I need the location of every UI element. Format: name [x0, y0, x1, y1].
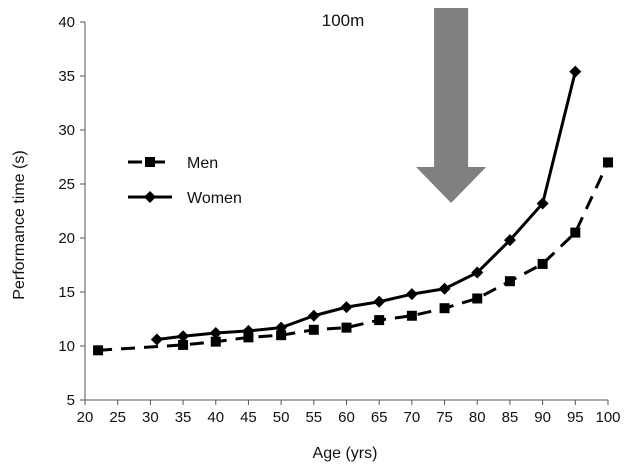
x-tick-label: 80: [469, 409, 486, 426]
data-point-men: [406, 310, 417, 321]
legend-label-women: Women: [187, 190, 242, 207]
x-tick-label: 75: [436, 409, 453, 426]
data-point-men: [243, 332, 254, 343]
plot-area: 5 10 15 20 25 30 35 40 20 25 30 35 40 45 50 55 60 65 70 75…: [58, 8, 621, 426]
data-point-men: [276, 330, 287, 341]
x-tick-label: 95: [567, 409, 584, 426]
x-tick-label: 30: [142, 409, 159, 426]
x-tick-label: 90: [534, 409, 551, 426]
data-point-women: [373, 295, 386, 308]
x-tick-label: 25: [109, 409, 126, 426]
y-tick-label: 25: [58, 176, 75, 193]
data-point-women: [209, 327, 222, 340]
y-tick-label: 15: [58, 284, 75, 301]
legend: Men Women: [128, 155, 242, 207]
legend-marker-men: [145, 157, 155, 167]
y-tick-label: 5: [67, 392, 75, 409]
data-point-women: [150, 333, 163, 346]
x-axis-ticks: 20 25 30 35 40 45 50 55 60 65 70 75 80 85 90 95 100: [77, 400, 621, 426]
legend-label-men: Men: [187, 155, 218, 172]
data-point-women: [275, 321, 288, 334]
data-point-men: [93, 345, 104, 356]
data-point-women: [340, 301, 353, 314]
data-point-men: [178, 339, 189, 350]
annotation: 100m: [322, 8, 487, 203]
series-men: [93, 157, 613, 356]
series-line-men: [97, 161, 610, 352]
x-tick-label: 40: [207, 409, 224, 426]
data-point-women: [405, 288, 418, 301]
data-point-men: [570, 227, 581, 238]
data-point-women: [503, 234, 516, 247]
series-women: [150, 65, 582, 346]
data-point-men: [374, 315, 385, 326]
x-tick-label: 55: [305, 409, 322, 426]
x-tick-label: 65: [371, 409, 388, 426]
x-axis-title: Age (yrs): [313, 445, 378, 462]
x-tick-label: 85: [502, 409, 519, 426]
y-tick-label: 40: [58, 14, 75, 31]
x-tick-label: 70: [404, 409, 421, 426]
data-point-men: [472, 293, 483, 304]
x-tick-label: 20: [77, 409, 94, 426]
data-point-men: [341, 322, 352, 333]
data-point-men: [308, 324, 319, 335]
data-point-women: [242, 324, 255, 337]
data-point-women: [471, 266, 484, 279]
x-tick-label: 100: [595, 409, 620, 426]
legend-item-women: Women: [128, 190, 242, 207]
down-arrow-icon: [416, 8, 487, 203]
x-tick-label: 60: [338, 409, 355, 426]
x-tick-label: 35: [175, 409, 192, 426]
y-axis-title: Performance time (s): [11, 150, 28, 299]
data-point-men: [504, 276, 515, 287]
x-tick-label: 50: [273, 409, 290, 426]
data-point-women: [536, 197, 549, 210]
data-point-men: [210, 336, 221, 347]
y-tick-label: 10: [58, 338, 75, 355]
x-tick-label: 45: [240, 409, 257, 426]
data-point-men: [439, 303, 450, 314]
data-point-men: [603, 157, 613, 168]
y-tick-label: 20: [58, 230, 75, 247]
data-point-men: [537, 258, 548, 269]
annotation-label: 100m: [322, 11, 365, 30]
y-axis-ticks: 5 10 15 20 25 30 35 40: [58, 14, 85, 409]
data-point-women: [307, 309, 320, 322]
data-point-women: [438, 282, 451, 295]
legend-item-men: Men: [128, 155, 218, 172]
y-tick-label: 30: [58, 122, 75, 139]
data-point-women: [177, 330, 190, 343]
data-point-women: [569, 65, 582, 78]
y-tick-label: 35: [58, 68, 75, 85]
series-group: [93, 65, 613, 356]
legend-marker-women: [144, 191, 156, 203]
